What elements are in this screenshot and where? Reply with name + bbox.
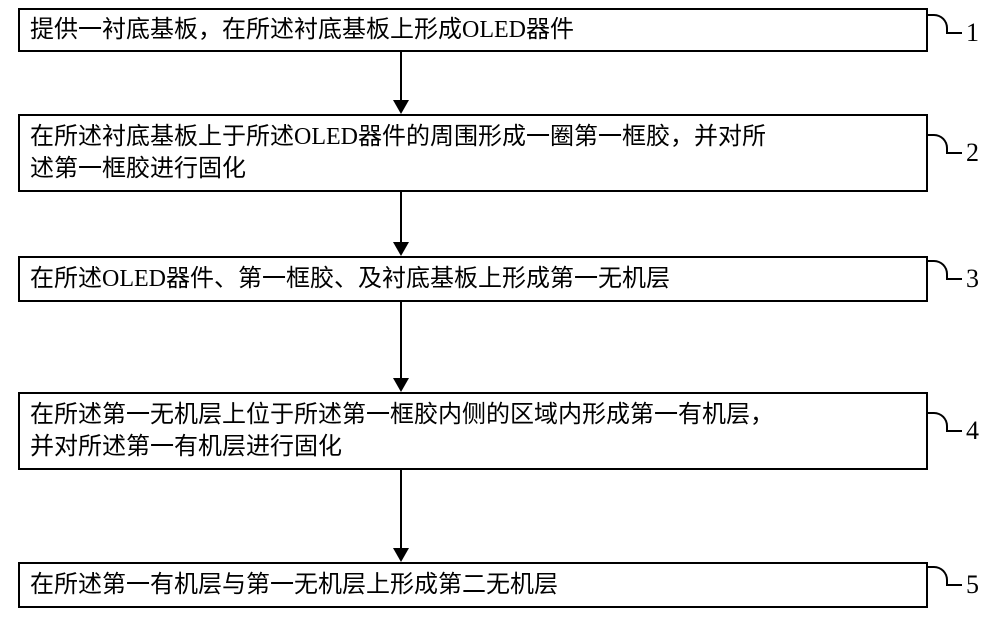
arrow-head-2-3 [393, 242, 409, 256]
leader-curve-4 [928, 412, 948, 432]
flowchart-canvas: 提供一衬底基板，在所述衬底基板上形成OLED器件 1 在所述衬底基板上于所述OL… [0, 0, 1000, 629]
leader-h-4 [946, 430, 962, 432]
arrow-head-1-2 [393, 100, 409, 114]
step-number-1: 1 [966, 18, 979, 48]
leader-h-3 [946, 278, 962, 280]
step-text-5: 在所述第一有机层与第一无机层上形成第二无机层 [30, 569, 558, 601]
arrow-line-4-5 [400, 470, 402, 548]
step-number-4: 4 [966, 416, 979, 446]
arrow-line-1-2 [400, 52, 402, 100]
leader-curve-5 [928, 566, 948, 586]
step-box-2: 在所述衬底基板上于所述OLED器件的周围形成一圈第一框胶，并对所 述第一框胶进行… [18, 114, 928, 192]
step-box-5: 在所述第一有机层与第一无机层上形成第二无机层 [18, 562, 928, 608]
step-number-2: 2 [966, 138, 979, 168]
leader-curve-2 [928, 134, 948, 154]
step-number-5: 5 [966, 570, 979, 600]
step-box-4: 在所述第一无机层上位于所述第一框胶内侧的区域内形成第一有机层， 并对所述第一有机… [18, 392, 928, 470]
step-box-1: 提供一衬底基板，在所述衬底基板上形成OLED器件 [18, 8, 928, 52]
leader-curve-1 [928, 14, 948, 34]
leader-curve-3 [928, 260, 948, 280]
step-text-2: 在所述衬底基板上于所述OLED器件的周围形成一圈第一框胶，并对所 述第一框胶进行… [30, 121, 766, 186]
step-number-3: 3 [966, 264, 979, 294]
arrow-line-3-4 [400, 302, 402, 378]
step-box-3: 在所述OLED器件、第一框胶、及衬底基板上形成第一无机层 [18, 256, 928, 302]
arrow-head-3-4 [393, 378, 409, 392]
arrow-line-2-3 [400, 192, 402, 242]
step-text-1: 提供一衬底基板，在所述衬底基板上形成OLED器件 [30, 14, 574, 46]
leader-h-5 [946, 584, 962, 586]
leader-h-1 [946, 32, 962, 34]
leader-h-2 [946, 152, 962, 154]
arrow-head-4-5 [393, 548, 409, 562]
step-text-4: 在所述第一无机层上位于所述第一框胶内侧的区域内形成第一有机层， 并对所述第一有机… [30, 399, 774, 464]
step-text-3: 在所述OLED器件、第一框胶、及衬底基板上形成第一无机层 [30, 263, 670, 295]
